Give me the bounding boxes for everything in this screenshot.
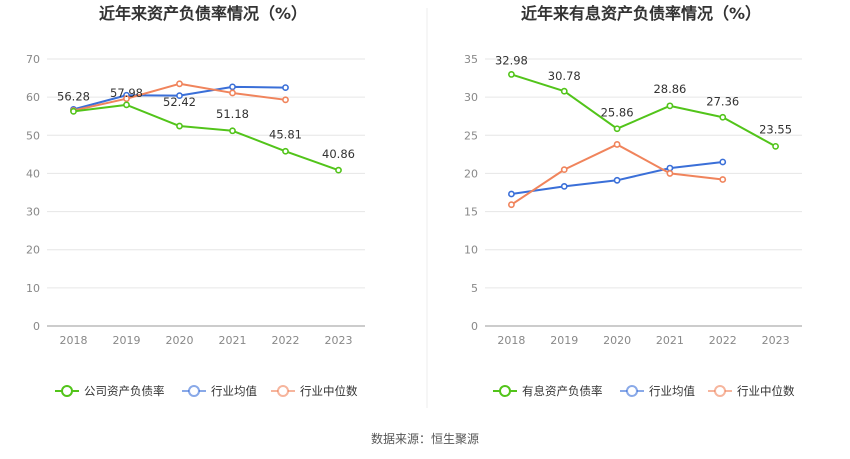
- legend-item-avg: 行业均值: [182, 384, 257, 398]
- data-label: 56.28: [57, 89, 90, 103]
- x-tick-label: 2019: [550, 334, 578, 347]
- y-tick-label: 20: [26, 244, 40, 257]
- data-point-avg: [613, 176, 621, 184]
- legend-marker-icon: [626, 385, 638, 397]
- data-point-median: [666, 170, 674, 177]
- data-point-company: [508, 71, 515, 78]
- data-point-company: [282, 147, 289, 155]
- y-tick-label: 30: [26, 206, 40, 219]
- data-label: 51.18: [216, 107, 249, 121]
- chart-title: 近年来有息资产负债率情况（%）: [521, 4, 761, 23]
- data-point-company: [719, 113, 727, 121]
- data-point-median: [508, 201, 515, 209]
- y-tick-label: 40: [26, 167, 40, 180]
- x-tick-label: 2022: [272, 334, 300, 347]
- y-tick-label: 25: [464, 129, 478, 142]
- legend-marker-icon: [188, 385, 200, 397]
- x-tick-label: 2022: [709, 334, 737, 347]
- legend-marker-icon: [499, 385, 511, 397]
- data-point-median: [613, 141, 621, 148]
- legend-label: 行业中位数: [737, 384, 795, 398]
- data-point-median: [123, 95, 130, 103]
- legend-item-median: 行业中位数: [708, 384, 795, 398]
- y-tick-label: 50: [26, 129, 40, 142]
- data-point-median: [719, 176, 727, 183]
- series-line-company: [73, 103, 339, 172]
- data-point-avg: [229, 83, 236, 91]
- data-label: 40.86: [322, 147, 355, 161]
- x-tick-label: 2018: [60, 334, 88, 347]
- x-tick-label: 2020: [603, 334, 631, 347]
- legend-label: 有息资产负债率: [522, 384, 603, 398]
- x-tick-label: 2019: [113, 334, 141, 347]
- y-tick-label: 0: [33, 320, 40, 333]
- x-tick-label: 2021: [656, 334, 684, 347]
- legend-marker-icon: [714, 385, 726, 397]
- data-label: 57.98: [110, 86, 143, 100]
- legend-item-company: 公司资产负债率: [55, 384, 165, 398]
- chart-panel-2: 近年来有息资产负债率情况（%） 0 5 10 15 20 25 30 35 2018 2019 202…: [464, 4, 802, 398]
- series-line-median: [510, 143, 723, 206]
- legend-label: 行业中位数: [300, 384, 358, 398]
- data-point-company: [123, 101, 130, 109]
- data-point-company: [70, 107, 77, 115]
- data-point-company: [666, 102, 674, 110]
- data-point-median: [282, 96, 289, 104]
- data-point-median: [229, 89, 236, 97]
- data-point-median: [176, 80, 183, 88]
- chart-title: 近年来资产负债率情况（%）: [99, 4, 307, 23]
- y-tick-label: 30: [464, 91, 478, 104]
- y-tick-label: 10: [464, 244, 478, 257]
- x-tick-label: 2018: [497, 334, 525, 347]
- legend-marker-icon: [61, 385, 73, 397]
- legend-label: 行业均值: [211, 384, 257, 398]
- data-label: 25.86: [601, 106, 634, 120]
- data-point-avg: [508, 190, 515, 198]
- data-point-avg: [282, 84, 289, 92]
- data-point-company: [560, 87, 568, 95]
- series-line-company: [511, 73, 777, 148]
- data-label: 32.98: [495, 53, 528, 67]
- data-point-median: [560, 166, 568, 174]
- data-label: 45.81: [269, 127, 302, 141]
- legend-item-median: 行业中位数: [271, 384, 358, 398]
- y-tick-label: 20: [464, 167, 478, 180]
- data-point-avg: [719, 158, 727, 166]
- x-tick-label: 2021: [219, 334, 247, 347]
- data-point-company: [772, 142, 779, 150]
- data-point-company: [229, 127, 236, 135]
- data-label: 30.78: [548, 69, 581, 83]
- legend-label: 行业均值: [649, 384, 695, 398]
- source-label: 数据来源：恒生聚源: [371, 431, 479, 446]
- y-tick-label: 5: [471, 282, 478, 295]
- data-label: 52.42: [163, 95, 196, 109]
- x-tick-label: 2023: [762, 334, 790, 347]
- y-tick-label: 10: [26, 282, 40, 295]
- data-point-company: [176, 122, 183, 130]
- x-tick-label: 2020: [166, 334, 194, 347]
- y-tick-label: 70: [26, 53, 40, 66]
- data-label: 23.55: [759, 122, 792, 136]
- y-tick-label: 0: [471, 320, 478, 333]
- legend-marker-icon: [277, 385, 289, 397]
- chart-panel-1: 近年来资产负债率情况（%） 0 10 20 30 40 50 60 70 2018 2019 2020…: [26, 4, 365, 398]
- y-tick-label: 60: [26, 91, 40, 104]
- data-label: 27.36: [706, 94, 739, 108]
- data-label: 28.86: [653, 82, 686, 96]
- data-point-avg: [666, 164, 674, 172]
- legend-item-avg: 行业均值: [620, 384, 695, 398]
- data-point-company: [335, 166, 342, 174]
- legend-label: 公司资产负债率: [84, 384, 165, 398]
- y-tick-label: 15: [464, 206, 478, 219]
- data-point-avg: [560, 182, 568, 190]
- y-tick-label: 35: [464, 53, 478, 66]
- x-tick-label: 2023: [325, 334, 353, 347]
- data-point-company: [613, 125, 621, 133]
- legend-item-company: 有息资产负债率: [493, 384, 603, 398]
- data-point-avg: [176, 92, 183, 100]
